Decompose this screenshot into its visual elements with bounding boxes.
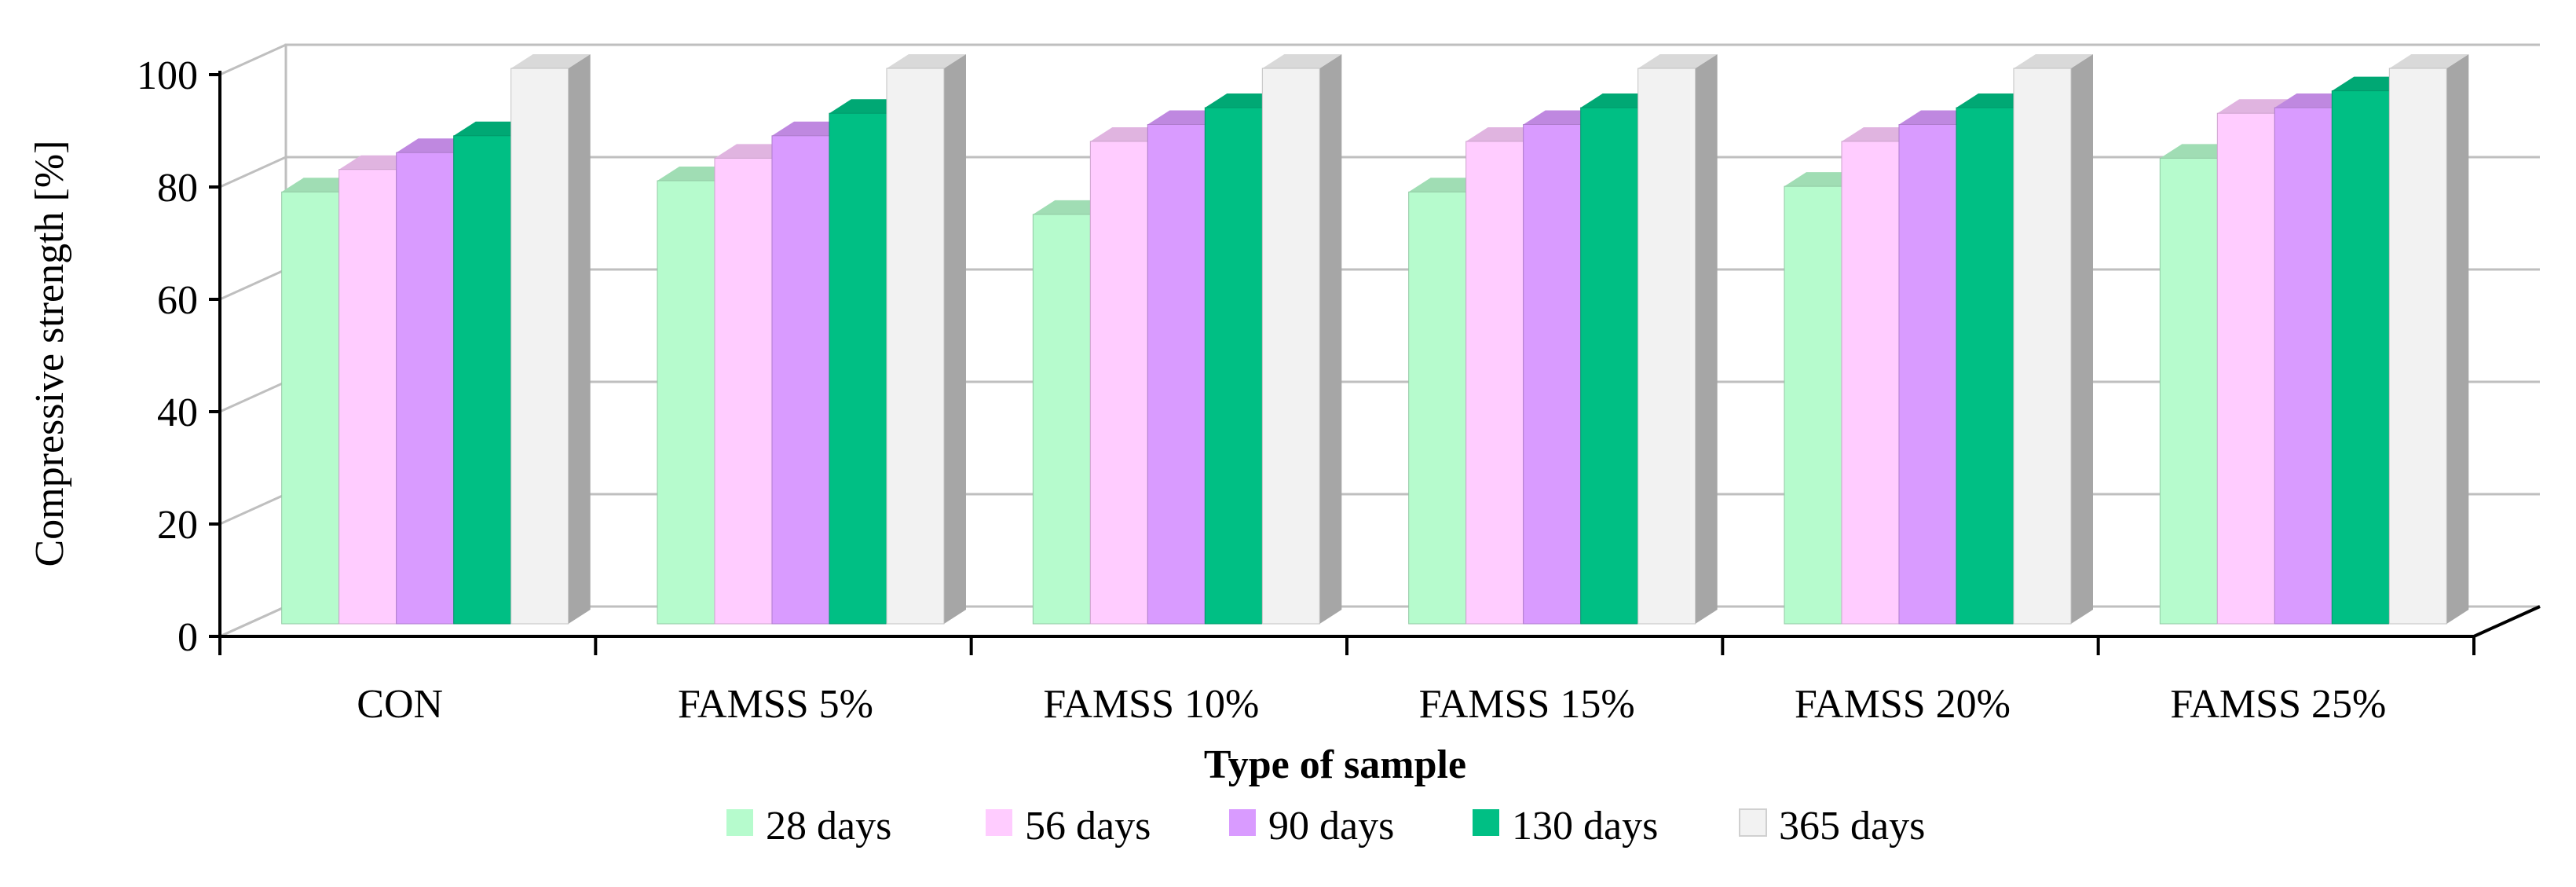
bar — [510, 68, 569, 625]
bar — [1204, 107, 1263, 625]
y-tick-label: 100 — [137, 53, 198, 98]
bar-side — [568, 54, 591, 624]
bar — [338, 169, 397, 625]
bar-side — [2446, 54, 2469, 624]
bar — [1261, 68, 1320, 625]
bar-side — [1319, 54, 1342, 624]
x-category-label: FAMSS 15% — [1419, 682, 1635, 727]
x-category-label: CON — [357, 682, 443, 727]
gridline-side — [219, 493, 287, 526]
bar — [453, 135, 512, 625]
bar — [1637, 68, 1696, 625]
bar-top — [887, 54, 966, 68]
bar — [2159, 157, 2218, 625]
bar-side — [2071, 54, 2093, 624]
legend-label: 90 days — [1268, 804, 1394, 849]
y-axis-title: Compressive strength [%] — [27, 140, 72, 566]
bar — [2388, 68, 2447, 625]
bar-side — [944, 54, 966, 624]
x-category-label: FAMSS 25% — [2170, 682, 2386, 727]
legend-swatch — [986, 809, 1012, 836]
x-category-labels: CON FAMSS 5% FAMSS 10% FAMSS 15% FAMSS 20% FA… — [357, 682, 2386, 727]
y-tick-label: 60 — [157, 278, 198, 323]
bar — [1580, 107, 1639, 625]
bar — [2216, 112, 2275, 625]
y-tick-label: 0 — [177, 615, 198, 660]
gridline-side — [219, 380, 287, 413]
bar — [1408, 191, 1467, 625]
bar — [1032, 214, 1091, 625]
bar — [281, 191, 340, 625]
y-tick-label: 40 — [157, 390, 198, 435]
bar — [714, 157, 773, 625]
legend-label: 56 days — [1025, 804, 1151, 849]
bar — [2331, 90, 2390, 625]
x-category-label: FAMSS 5% — [678, 682, 873, 727]
gridline-side — [219, 43, 287, 76]
y-tick-label: 80 — [157, 166, 198, 211]
bar — [771, 135, 830, 625]
bar-side — [1695, 54, 1718, 624]
legend-label: 365 days — [1779, 804, 1925, 849]
bar — [2013, 68, 2072, 625]
bar-top — [1637, 54, 1718, 68]
bar — [2274, 107, 2333, 625]
legend-label: 130 days — [1512, 804, 1658, 849]
x-category-label: FAMSS 20% — [1795, 682, 2011, 727]
bar-top — [2389, 54, 2469, 68]
bar — [1841, 141, 1900, 625]
bar — [657, 180, 715, 625]
bar-top — [2014, 54, 2093, 68]
bars — [281, 54, 2469, 625]
x-category-label: FAMSS 10% — [1043, 682, 1259, 727]
bar — [1523, 124, 1582, 625]
gridline-side — [219, 156, 287, 189]
bar — [1784, 185, 1842, 625]
bar — [1898, 124, 1957, 625]
x-axis-title: Type of sample — [1204, 742, 1466, 787]
y-tick-labels: 0 20 40 60 80 100 — [137, 53, 198, 660]
bar — [1956, 107, 2014, 625]
legend-swatch — [1473, 809, 1499, 836]
axes — [209, 71, 2541, 655]
gridline-side — [219, 268, 287, 301]
legend-swatch — [1739, 808, 1767, 837]
bar — [829, 112, 887, 625]
y-tick-label: 20 — [157, 503, 198, 548]
legend: 28 days 56 days 90 days 130 days 365 days — [726, 804, 1925, 849]
bar — [1465, 141, 1524, 625]
bar-top — [1262, 54, 1342, 68]
bar-top — [510, 54, 591, 68]
x-axis-depth-line — [2473, 605, 2541, 638]
bar — [1147, 124, 1206, 625]
legend-label: 28 days — [766, 804, 891, 849]
bar — [396, 152, 455, 625]
legend-swatch — [726, 809, 753, 836]
legend-swatch — [1229, 809, 1256, 836]
bar — [1089, 141, 1148, 625]
bar — [886, 68, 945, 625]
